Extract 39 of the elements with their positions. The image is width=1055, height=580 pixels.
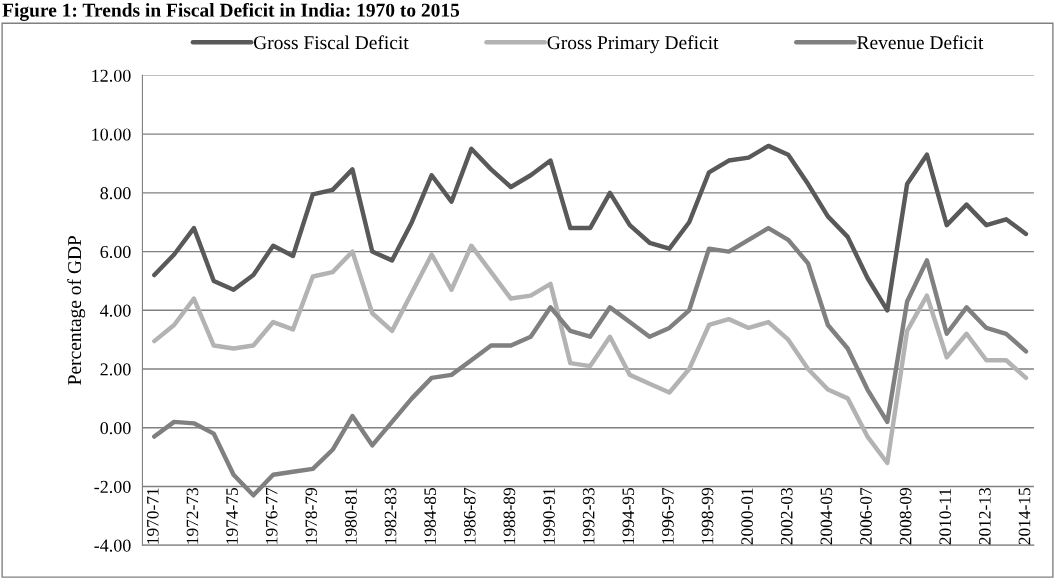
x-tick-label: 2008-09 (899, 488, 912, 545)
x-tick-label: 1998-99 (701, 488, 714, 544)
y-tick-label: 0.00 (100, 422, 131, 435)
line-series (152, 243, 1029, 466)
x-tick-label: 2004-05 (820, 488, 833, 545)
x-tick-label: 1986-87 (463, 487, 476, 544)
y-tick-label: 4.00 (100, 304, 131, 317)
chart-title: Figure 1: Trends in Fiscal Deficit in India: 1970 to 2015 (2, 2, 460, 21)
x-tick-label: 1990-91 (543, 488, 555, 544)
y-tick-label: -4.00 (94, 539, 131, 552)
y-tick-label: 6.00 (100, 245, 131, 259)
x-tick-label: 1992-93 (582, 488, 595, 544)
x-tick-label: 2000-01 (741, 488, 753, 545)
x-tick-label: 1988-89 (503, 488, 516, 544)
x-tick-label: 2010-11 (939, 489, 952, 545)
y-tick-label: 8.00 (100, 187, 131, 200)
x-tick-label: 1994-95 (622, 488, 635, 544)
x-tick-label: 1982-83 (384, 488, 397, 544)
y-axis-title: Percentage of GDP (67, 236, 86, 385)
x-tick-label: 2012-13 (978, 488, 991, 545)
x-tick-label: 1972-73 (186, 488, 199, 544)
y-tick-label: -2.00 (94, 480, 131, 493)
x-tick-label: 1974-75 (226, 488, 238, 544)
legend-label: Revenue Deficit (857, 35, 984, 50)
x-tick-label: 1996-97 (662, 487, 674, 544)
legend-label: Gross Fiscal Deficit (253, 35, 409, 50)
x-tick-label: 2002-03 (780, 488, 793, 545)
line-series (152, 143, 1029, 313)
x-tick-label: 2014-15 (1018, 488, 1031, 545)
x-tick-label: 1980-81 (345, 488, 357, 544)
x-tick-label: 1976-77 (265, 487, 278, 544)
y-tick-label: 10.00 (92, 128, 131, 141)
y-tick-label: 12.00 (92, 69, 131, 82)
x-tick-label: 2006-07 (860, 487, 872, 545)
x-tick-label: 1970-71 (146, 488, 159, 544)
y-tick-label: 2.00 (100, 363, 131, 376)
x-tick-label: 1984-85 (424, 488, 436, 544)
legend-label: Gross Primary Deficit (547, 35, 719, 54)
x-tick-label: 1978-79 (305, 488, 318, 544)
